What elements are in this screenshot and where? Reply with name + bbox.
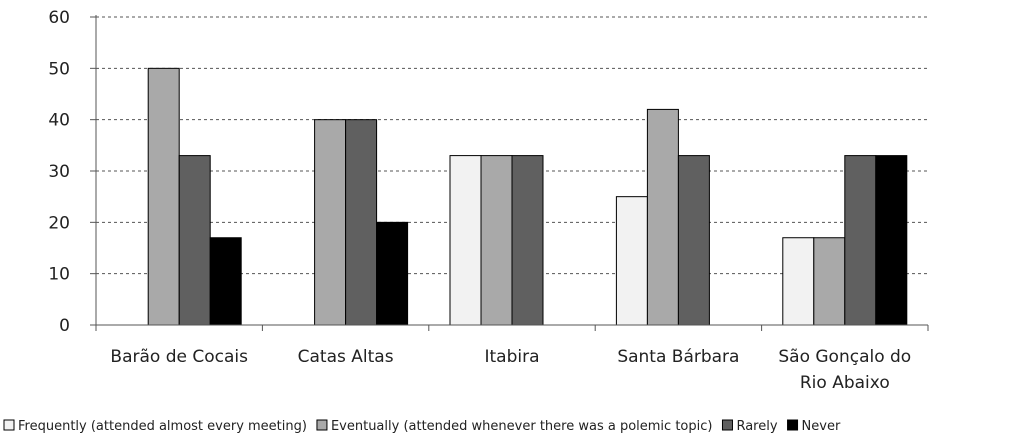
legend: Frequently (attended almost every meetin… [3,419,841,434]
bar-3-1 [178,155,211,326]
y-tick-label: 50 [48,59,70,79]
bar-3-3 [511,155,544,326]
bar-2-4 [646,108,679,326]
bar-1-3 [449,155,482,326]
legend-label: Frequently (attended almost every meetin… [18,419,307,434]
bar-2-2 [314,119,347,326]
category-label: Barão de Cocais [110,347,248,367]
y-tick-label: 0 [59,316,70,336]
bar-1-4 [615,196,648,326]
y-tick-label: 30 [48,162,70,182]
category-label: Catas Altas [298,347,394,367]
y-tick-label: 20 [48,213,70,233]
bar-1-5 [782,237,815,326]
legend-label: Never [802,419,841,434]
bar-2-3 [480,155,513,326]
y-tick-label: 60 [48,8,70,28]
category-label: Santa Bárbara [617,347,739,367]
legend-swatch [787,419,799,431]
y-tick-label: 10 [48,265,70,285]
bar-2-1 [147,67,180,326]
bar-3-5 [844,155,877,326]
bar-4-5 [875,155,908,326]
legend-swatch [721,419,733,431]
bar-2-5 [813,237,846,326]
bars [147,67,908,326]
legend-label: Rarely [736,419,777,434]
bar-3-2 [345,119,378,326]
bar-4-1 [209,237,242,326]
x-axis-labels: Barão de Cocais Catas Altas Itabira Santa B… [110,347,911,393]
category-label: São Gonçalo do Rio Abaixo [778,347,911,393]
category-label: Itabira [484,347,539,367]
legend-label: Eventually (attended whenever there was … [331,419,713,434]
bar-4-2 [376,221,409,326]
legend-swatch [316,419,328,431]
y-axis-ticks: 0 10 20 30 40 50 60 [48,8,96,336]
legend-swatch [3,419,15,431]
bar-3-4 [677,155,710,326]
y-tick-label: 40 [48,111,70,131]
